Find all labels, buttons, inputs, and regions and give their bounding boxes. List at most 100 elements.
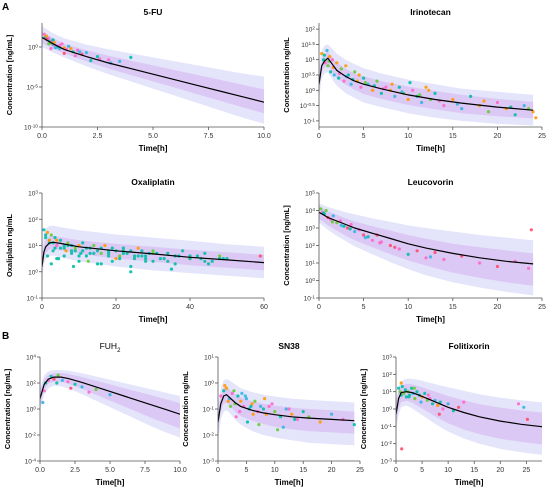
data-point — [357, 73, 361, 77]
data-point — [411, 88, 415, 92]
data-point — [151, 249, 155, 253]
data-point — [393, 245, 397, 249]
data-point — [349, 222, 353, 227]
data-point — [362, 76, 366, 80]
x-tick-label: 2.5 — [93, 133, 103, 140]
data-point — [140, 254, 144, 258]
chart-irinotecan: 0 5 10 15 20 25 10-1 10-0.5 100 100.5 101 101.5 102 I… — [282, 7, 546, 153]
data-point — [118, 254, 122, 258]
data-point — [287, 407, 291, 411]
data-point — [107, 58, 111, 62]
data-point — [438, 400, 442, 404]
x-tick-label: 5.0 — [105, 467, 115, 474]
model-line — [218, 393, 355, 423]
data-point — [55, 243, 59, 248]
data-point — [52, 40, 56, 44]
y-tick-label: 10-2 — [381, 440, 393, 449]
x-tick-label: 0 — [216, 467, 220, 474]
x-tick-label: 20 — [494, 304, 502, 311]
y-tick-label: 10-3 — [203, 457, 215, 466]
data-point — [44, 236, 48, 240]
chart-sn38: 0 5 10 15 20 25 10-3 10-2 10-1 100 101 SN38 Time[h] C… — [181, 341, 364, 487]
panel-letter-b: B — [2, 331, 10, 342]
data-point — [81, 241, 85, 245]
data-point — [73, 249, 77, 253]
data-point — [232, 389, 236, 393]
data-point — [388, 243, 392, 248]
data-point — [482, 99, 486, 103]
x-tick-label: 15 — [299, 467, 307, 474]
data-point — [78, 50, 82, 54]
data-point — [412, 386, 416, 390]
data-point — [203, 251, 207, 255]
data-point — [99, 262, 103, 266]
data-point — [522, 104, 526, 108]
plot-area — [42, 225, 264, 280]
data-point — [406, 252, 410, 256]
data-point — [70, 249, 74, 253]
y-tick-label: 100 — [382, 405, 392, 414]
prediction-band-inner — [319, 52, 534, 119]
data-point — [132, 257, 137, 261]
data-point — [267, 404, 271, 408]
data-point — [270, 402, 274, 406]
data-point — [258, 254, 262, 258]
data-point — [460, 107, 464, 111]
model-line — [319, 57, 534, 111]
data-point — [166, 259, 170, 263]
data-point — [49, 47, 53, 51]
data-point — [353, 229, 357, 234]
prediction-band-inner — [40, 372, 180, 429]
y-tick-label: 102 — [305, 242, 315, 251]
x-tick-label: 25 — [356, 467, 364, 474]
data-point — [363, 81, 367, 85]
data-point — [51, 249, 55, 253]
data-point — [151, 259, 155, 263]
data-point — [95, 249, 100, 253]
data-point — [203, 259, 207, 263]
data-point — [236, 394, 240, 398]
data-point — [261, 407, 265, 411]
x-tick-label: 20 — [112, 304, 120, 311]
data-point — [181, 249, 185, 253]
data-point — [455, 102, 459, 106]
data-point — [251, 412, 255, 416]
data-point — [375, 79, 379, 83]
data-point — [77, 254, 81, 258]
y-tick-label: 101.5 — [301, 40, 315, 49]
y-axis-label: Concentration [ng/mL] — [5, 34, 14, 115]
data-point — [108, 393, 112, 397]
x-tick-label: 0 — [317, 133, 321, 140]
data-point — [162, 257, 166, 261]
data-point — [66, 241, 70, 245]
prediction-band-outer — [40, 370, 180, 438]
x-tick-label: 60 — [260, 304, 268, 311]
y-tick-label: 102 — [305, 25, 315, 33]
data-point — [400, 447, 404, 451]
data-point — [433, 91, 437, 95]
data-point — [281, 425, 285, 429]
data-point — [219, 394, 223, 398]
x-tick-label: 10 — [444, 467, 452, 474]
y-axis-label: Oxaliplatin ng/mL — [5, 214, 14, 277]
data-point — [129, 55, 133, 60]
data-point — [173, 262, 177, 266]
data-point — [69, 386, 73, 390]
chart-folitixorin: 0 5 10 15 20 25 10-3 10-2 10-1 100 101 102 103 Foliti… — [359, 341, 542, 487]
data-point — [118, 257, 122, 261]
data-point — [60, 42, 64, 46]
data-point — [318, 420, 322, 424]
data-point — [301, 410, 305, 414]
chart-oxaliplatin: 0 20 40 60 10-1 100 101 102 103 Oxaliplatin Time[h… — [5, 177, 268, 324]
data-point — [95, 55, 100, 59]
data-point — [107, 251, 111, 255]
data-point — [71, 264, 76, 269]
y-tick-label: 10-3 — [381, 457, 393, 466]
y-tick-label: 100 — [26, 405, 36, 414]
data-point — [390, 82, 394, 86]
data-point — [370, 238, 375, 242]
data-point — [244, 397, 248, 401]
data-point — [253, 399, 257, 403]
data-point — [99, 251, 103, 255]
